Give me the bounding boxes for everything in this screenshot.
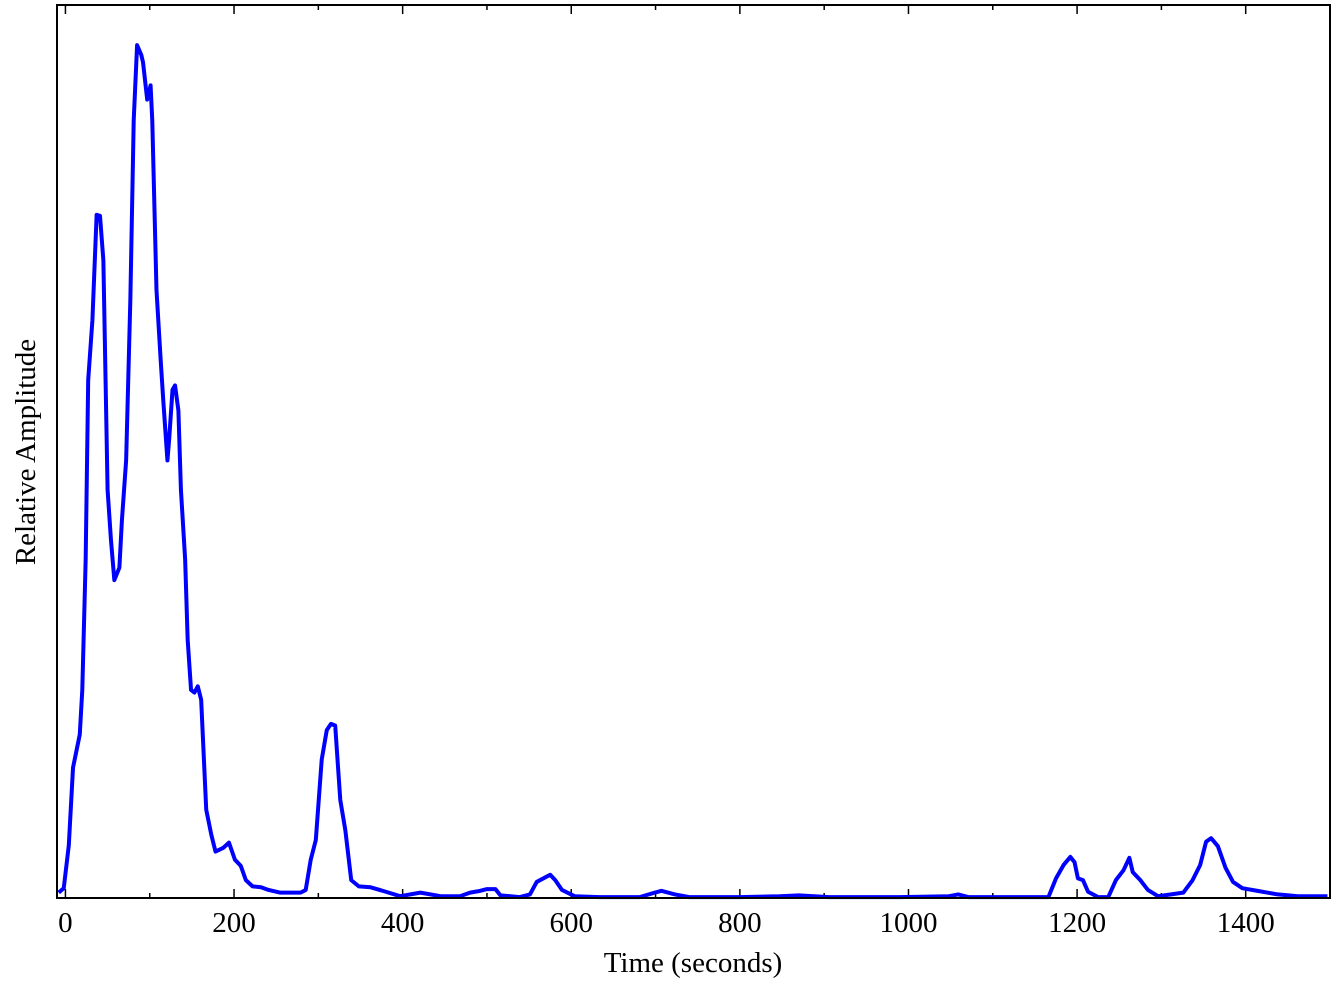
x-tick-label: 0: [58, 907, 73, 939]
x-tick-label: 1000: [879, 907, 937, 939]
data-line: [57, 43, 1328, 900]
x-tick-label: 200: [212, 907, 256, 939]
plot-frame: [56, 4, 1331, 899]
x-tick-label: 1200: [1048, 907, 1106, 939]
x-tick-label: 600: [550, 907, 594, 939]
x-axis-label: Time (seconds): [604, 947, 783, 979]
x-tick-label: 400: [381, 907, 425, 939]
x-tick-label: 800: [718, 907, 762, 939]
x-tick-label: 1400: [1217, 907, 1275, 939]
y-axis-label: Relative Amplitude: [10, 339, 42, 565]
